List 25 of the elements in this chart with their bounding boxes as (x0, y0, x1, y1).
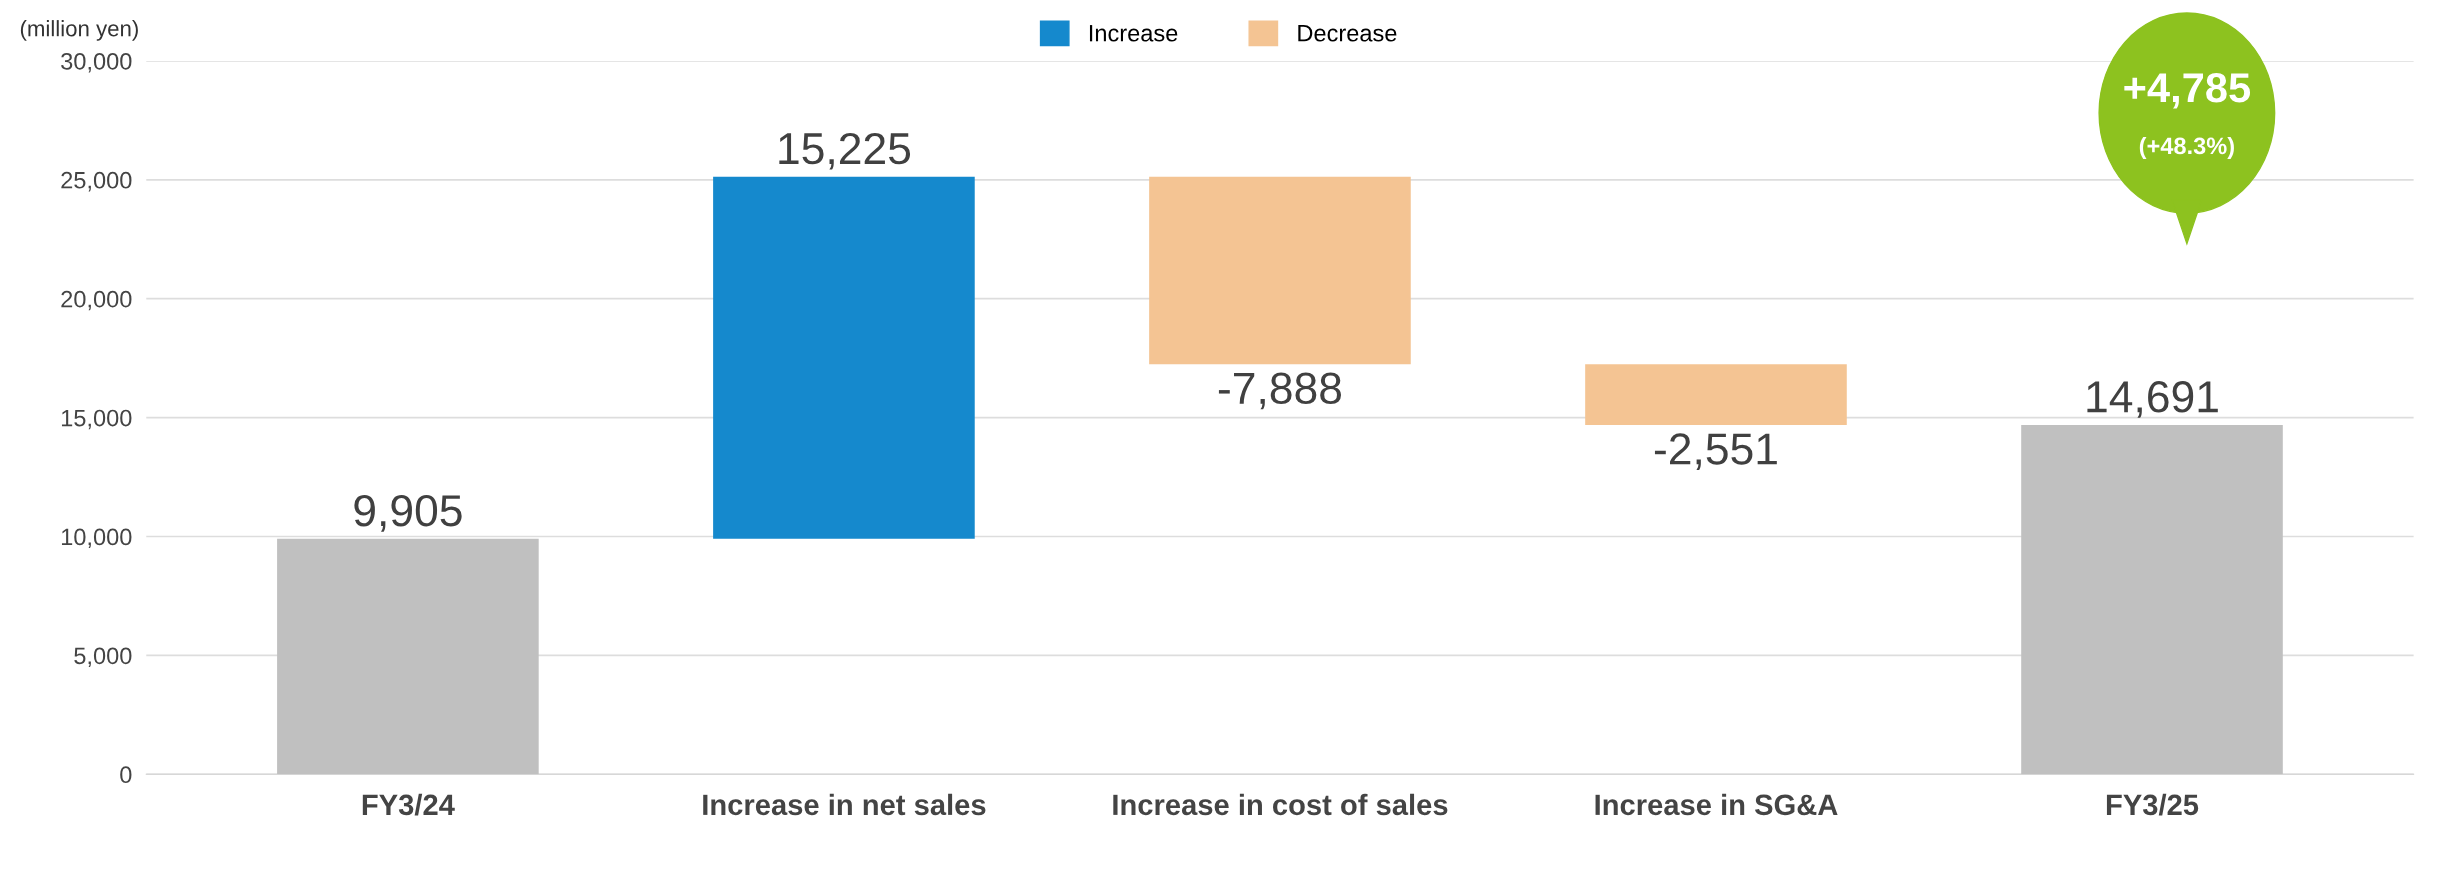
x-tick-label: FY3/25 (2106, 793, 2199, 816)
bar (1149, 176, 1411, 365)
y-tick-label: 5,000 (74, 647, 132, 667)
y-tick-label: 10,000 (61, 528, 132, 549)
y-tick-label: 0 (120, 766, 132, 784)
y-tick-label: 20,000 (61, 290, 132, 311)
data-label: -7,888 (1218, 372, 1342, 410)
data-label: 9,905 (354, 494, 462, 532)
y-axis-title: (million yen) (20, 20, 138, 41)
annotation: +4,785 (2124, 73, 2251, 109)
y-tick-label: 25,000 (61, 171, 132, 192)
x-tick-label: Increase in SG&A (1595, 793, 1838, 816)
annotation: (+48.3%) (2139, 136, 2234, 159)
data-label: 15,225 (779, 132, 911, 170)
x-tick-label: FY3/24 (362, 793, 455, 816)
y-tick-label: 30,000 (61, 52, 132, 73)
data-label: -2,551 (1654, 433, 1777, 470)
x-tick-label: Increase in cost of sales (1113, 793, 1448, 816)
bar (713, 176, 975, 539)
bar (1585, 364, 1847, 425)
legend-label: Decrease (1298, 25, 1397, 42)
data-label: 14,691 (2087, 381, 2218, 418)
y-tick-label: 15,000 (61, 409, 132, 430)
x-tick-label: Increase in net sales (703, 793, 986, 816)
legend-label: Increase (1089, 25, 1178, 42)
